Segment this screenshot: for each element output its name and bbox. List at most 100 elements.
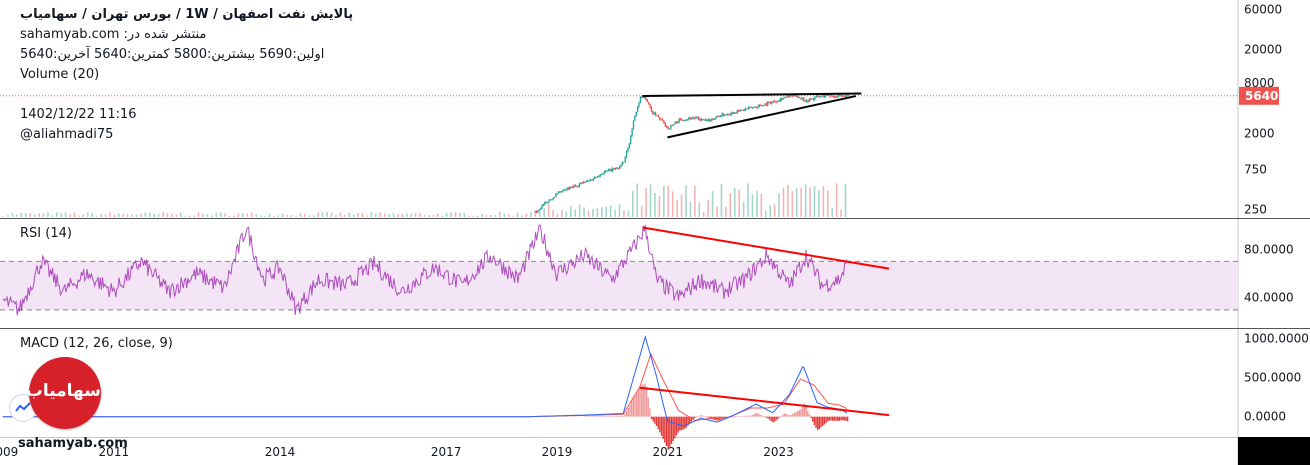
macd-histogram-bar — [659, 416, 661, 433]
price-candle — [668, 128, 671, 130]
price-candle — [746, 108, 748, 110]
macd-histogram-bar — [778, 416, 781, 418]
price-candle — [702, 118, 704, 120]
volume-bar — [228, 215, 231, 217]
price-candle — [749, 107, 751, 109]
volume-bar — [800, 187, 803, 217]
volume-bar — [764, 210, 767, 217]
macd-line — [2, 334, 848, 427]
macd-histogram-bar — [825, 416, 827, 423]
volume-bar — [565, 211, 568, 217]
macd-histogram-bar — [662, 416, 664, 439]
price-candle — [663, 120, 665, 123]
volume-bar — [339, 212, 342, 217]
price-candle — [540, 208, 542, 210]
volume-bar — [756, 190, 758, 217]
price-candle — [796, 96, 798, 98]
volume-bar — [826, 190, 829, 217]
macd-histogram-bar — [700, 415, 703, 417]
price-candle — [807, 100, 809, 102]
volume-bar — [538, 211, 541, 217]
volume-bar — [450, 212, 452, 217]
price-candle — [714, 117, 716, 119]
price-candle — [837, 95, 840, 98]
macd-histogram-bar — [787, 414, 789, 417]
macd-histogram-bar — [743, 415, 746, 417]
rsi-band — [0, 261, 1238, 310]
volume-bar — [645, 188, 647, 217]
price-candle — [722, 113, 725, 116]
price-candle — [717, 116, 719, 118]
price-candle — [563, 189, 565, 191]
price-candle — [610, 168, 612, 172]
volume-bar — [406, 213, 408, 217]
macd-histogram-bar — [635, 392, 638, 417]
price-candle — [596, 176, 599, 178]
macd-histogram-bar — [664, 416, 666, 443]
macd-histogram-bar — [767, 416, 769, 419]
macd-histogram-bar — [682, 416, 684, 430]
price-candle — [763, 105, 765, 107]
price-candle — [725, 114, 727, 116]
volume-bar — [321, 212, 324, 217]
price-candle — [589, 179, 592, 181]
macd-histogram-bar — [838, 416, 841, 421]
macd-histogram-bar — [592, 416, 595, 417]
price-candle — [569, 187, 571, 189]
macd-histogram-bar — [707, 416, 709, 418]
macd-histogram-bar — [788, 415, 791, 417]
chart-settings-button[interactable] — [9, 394, 37, 422]
volume-bar — [343, 215, 346, 217]
macd-histogram-bar — [710, 416, 713, 419]
volume-bar — [414, 212, 417, 217]
macd-histogram-bar — [762, 415, 764, 417]
volume-bar — [472, 215, 475, 217]
price-candle — [826, 94, 829, 96]
volume-bar — [304, 214, 306, 217]
macd-histogram-bar — [612, 415, 615, 417]
volume-bar — [432, 214, 435, 217]
macd-tick-label: 1000.0000 — [1244, 331, 1309, 345]
macd-histogram-bar — [597, 416, 600, 417]
price-tick-label: 250 — [1244, 202, 1267, 216]
macd-histogram-bar — [604, 416, 606, 417]
price-candle — [679, 118, 682, 120]
rsi-tick-label: 80.0000 — [1244, 242, 1294, 256]
price-candle — [823, 96, 826, 98]
volume-bar — [720, 183, 723, 217]
volume-bar — [197, 212, 200, 217]
price-candle — [592, 178, 594, 181]
macd-histogram-bar — [684, 416, 686, 429]
price-candle — [538, 209, 540, 211]
price-candle — [685, 119, 687, 121]
volume-bar — [370, 212, 373, 217]
price-candle — [778, 100, 780, 102]
volume-bar — [689, 201, 692, 217]
macd-histogram-bar — [807, 410, 809, 417]
price-candle — [638, 102, 640, 107]
price-candle — [707, 119, 709, 121]
price-candle — [641, 96, 643, 98]
price-candle — [605, 170, 607, 172]
price-candle — [584, 181, 586, 183]
price-candle — [635, 111, 637, 117]
price-candle — [822, 95, 824, 98]
price-candle — [659, 117, 661, 120]
macd-histogram-bar — [594, 416, 596, 417]
macd-histogram-bar — [642, 384, 644, 417]
volume-bar — [330, 212, 333, 217]
price-candle — [760, 105, 762, 107]
volume-bar — [503, 213, 506, 217]
volume-bar — [308, 215, 311, 217]
macd-histogram-bar — [640, 385, 643, 417]
price-candle — [710, 118, 712, 122]
macd-histogram-bar — [733, 416, 736, 418]
price-candle — [835, 96, 837, 98]
macd-histogram-bar — [704, 416, 706, 417]
price-candle — [736, 110, 739, 114]
macd-histogram-bar — [845, 416, 847, 421]
volume-bar — [135, 214, 138, 217]
volume-bar — [574, 209, 577, 217]
price-candle — [743, 109, 745, 111]
